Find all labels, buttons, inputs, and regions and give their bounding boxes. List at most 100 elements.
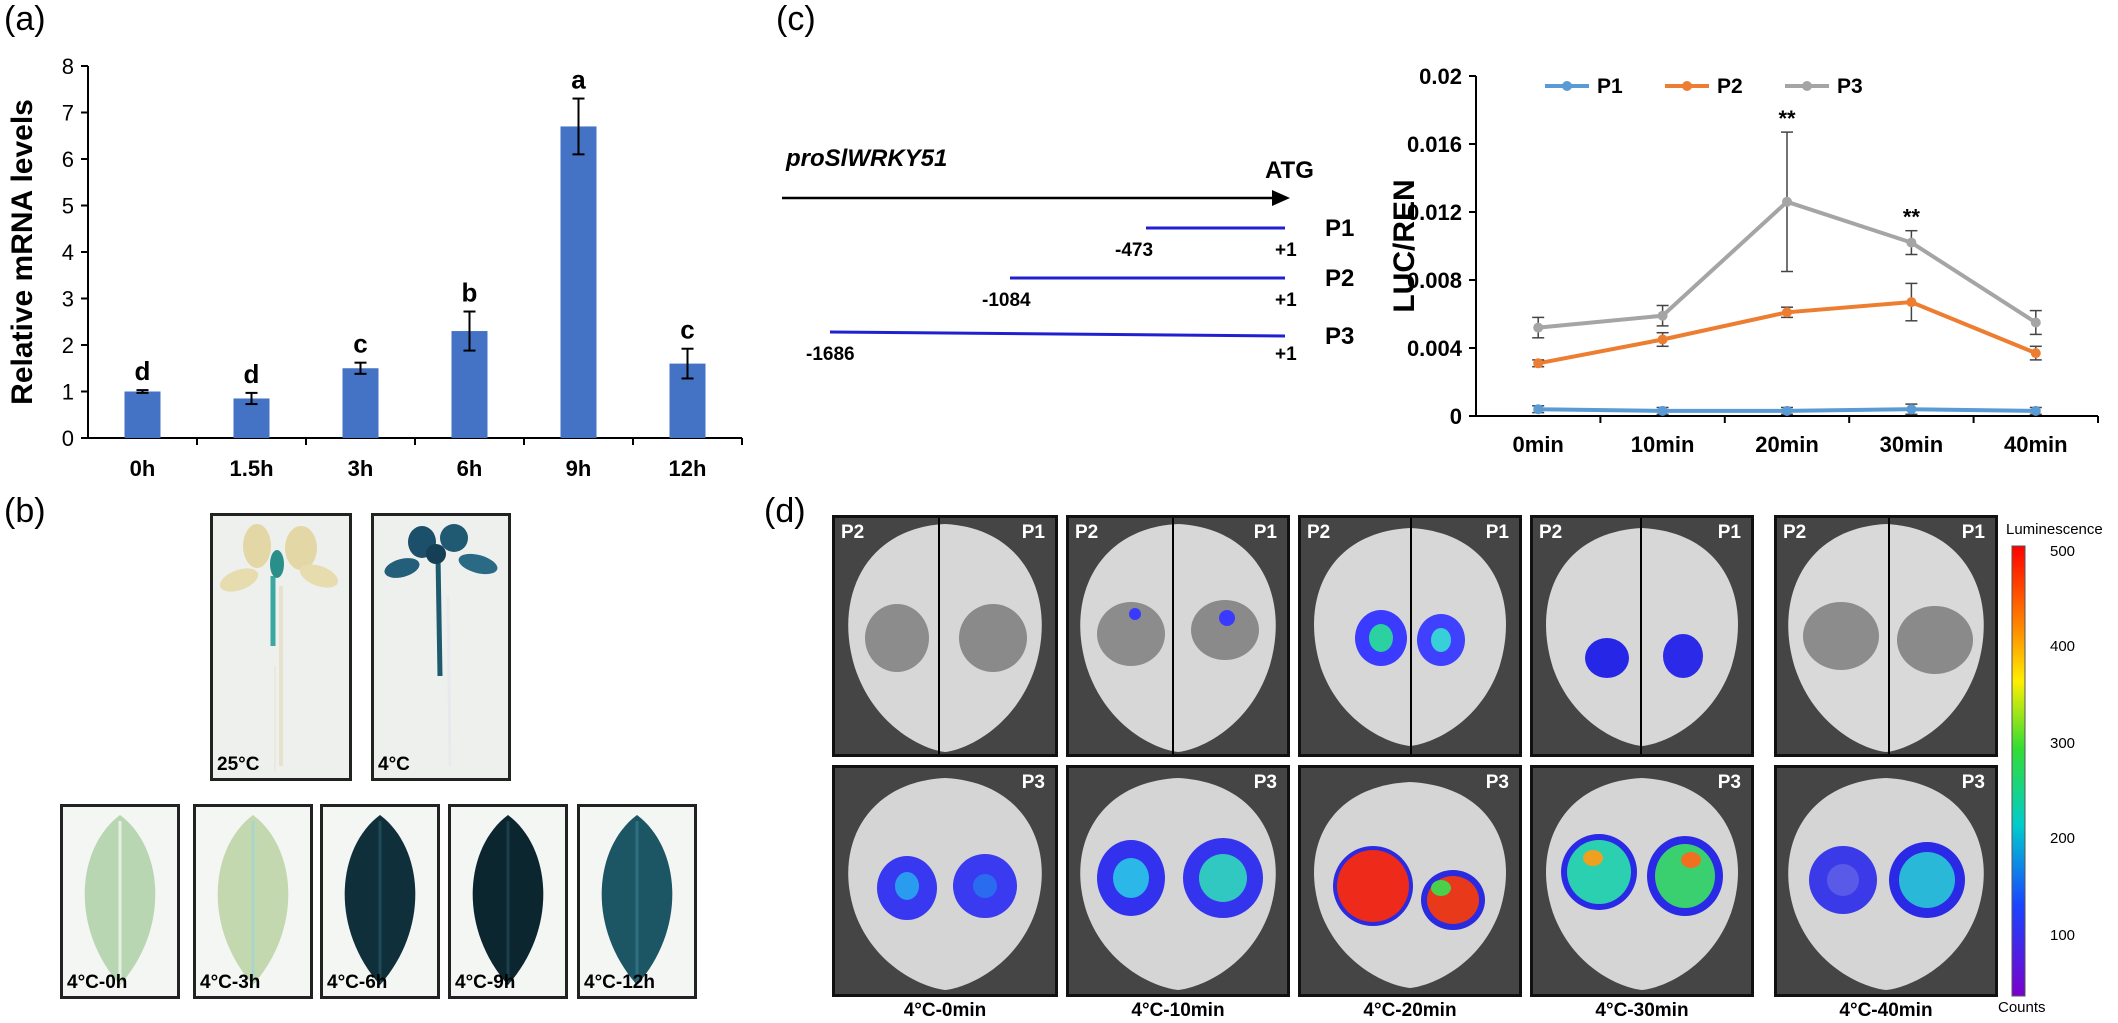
data-point xyxy=(1906,237,1917,248)
panel-label-d: (d) xyxy=(764,492,806,530)
lum-top-40min: P2 P1 xyxy=(1774,515,1998,757)
lum-tag-p1: P1 xyxy=(1961,522,1985,543)
leaf-photo-12h: 4°C-12h xyxy=(577,804,697,999)
significance-letter: a xyxy=(571,65,586,95)
leaf-icon xyxy=(84,815,156,985)
x-tick-label: 40min xyxy=(2004,432,2068,457)
data-point xyxy=(1657,405,1668,416)
construct-p3-line xyxy=(829,330,1286,338)
lum-tag-p3: P3 xyxy=(1021,772,1045,793)
y-tick-label: 0.02 xyxy=(1419,64,1462,89)
colorbar-tick-100: 100 xyxy=(2050,927,2075,944)
construct-p3-label: P3 xyxy=(1325,323,1354,350)
lum-tag-p3: P3 xyxy=(1485,772,1509,793)
lum-tag-p2: P2 xyxy=(1075,522,1099,543)
colorbar-title: Luminescence xyxy=(2006,521,2103,538)
promoter-diagram: proSlWRKY51 ATG -473 +1 P1 -1084 +1 P2 -… xyxy=(782,145,1354,365)
data-point xyxy=(1533,404,1544,415)
leaf-icon xyxy=(1314,518,1506,754)
construct-p3-end: +1 xyxy=(1275,344,1297,365)
bar xyxy=(560,126,597,438)
lum-tag-p1: P1 xyxy=(1253,522,1277,543)
lum-tag-p1: P1 xyxy=(1485,522,1509,543)
significance-marker: ** xyxy=(1778,106,1796,131)
x-tick-label: 9h xyxy=(566,456,592,480)
y-tick-label: 0 xyxy=(62,426,74,451)
significance-letter: d xyxy=(135,356,151,386)
lum-tag-p2: P2 xyxy=(1783,522,1807,543)
leaf-icon xyxy=(217,815,289,985)
legend-marker xyxy=(1802,81,1812,91)
x-tick-label: 20min xyxy=(1755,432,1819,457)
x-tick-label: 30min xyxy=(1880,432,1944,457)
bar xyxy=(233,398,270,438)
data-point xyxy=(1906,404,1917,415)
legend-marker xyxy=(1562,81,1572,91)
y-tick-label: 2 xyxy=(62,333,74,358)
data-point xyxy=(1906,297,1917,308)
lum-tag-p3: P3 xyxy=(1961,772,1985,793)
lum-bottom-10min: P3 xyxy=(1066,765,1290,997)
lum-tag-p2: P2 xyxy=(1539,522,1563,543)
construct-p1-label: P1 xyxy=(1325,215,1354,242)
data-point xyxy=(1782,196,1792,207)
colorbar-tick-400: 400 xyxy=(2050,638,2075,655)
legend-label: P1 xyxy=(1597,75,1623,98)
leaf-icon xyxy=(601,815,673,985)
lum-caption-10min: 4°C-10min xyxy=(1131,1000,1225,1021)
seedling-caption-25c: 25°C xyxy=(217,754,260,775)
promoter-arrowhead xyxy=(1272,190,1290,206)
y-axis-label: LUC/REN xyxy=(1388,179,1421,312)
bar-chart: 0 1 2 3 4 5 6 7 8 0h d 1.5h d 3h c 6h b 9h a 12h c Relative m… xyxy=(6,54,743,480)
promoter-name: proSlWRKY51 xyxy=(785,145,947,172)
x-tick-label: 10min xyxy=(1631,432,1695,457)
leaf-caption-6h: 4°C-6h xyxy=(327,972,388,993)
lum-caption-0min: 4°C-0min xyxy=(903,1000,987,1021)
seedling-photo-25c: 25°C xyxy=(210,513,352,781)
panel-label-c: (c) xyxy=(776,0,816,38)
lum-tag-p3: P3 xyxy=(1717,772,1741,793)
leaf-icon xyxy=(344,815,416,985)
data-point xyxy=(2030,348,2041,359)
seedling-icon xyxy=(219,524,339,771)
colorbar-tick-200: 200 xyxy=(2050,830,2075,847)
lum-bottom-0min: P3 xyxy=(832,765,1058,997)
lum-bottom-30min: P3 xyxy=(1530,765,1754,997)
construct-p2-label: P2 xyxy=(1325,265,1354,292)
significance-letter: c xyxy=(680,315,694,345)
data-point xyxy=(1782,307,1792,318)
construct-p2-start: -1084 xyxy=(982,290,1031,311)
leaf-icon xyxy=(848,778,1042,990)
lum-bottom-40min: P3 xyxy=(1774,765,1998,997)
leaf-icon xyxy=(1080,518,1276,754)
leaf-icon xyxy=(848,518,1042,754)
data-point xyxy=(1782,405,1792,416)
data-point xyxy=(2030,405,2041,416)
construct-p1-start: -473 xyxy=(1115,240,1153,261)
x-tick-label: 1.5h xyxy=(229,456,273,480)
colorbar-tick-300: 300 xyxy=(2050,735,2075,752)
leaf-photo-0h: 4°C-0h xyxy=(60,804,180,999)
lum-tag-p1: P1 xyxy=(1717,522,1741,543)
lum-tag-p3: P3 xyxy=(1253,772,1277,793)
legend-label: P3 xyxy=(1837,75,1863,98)
leaf-photo-9h: 4°C-9h xyxy=(448,804,568,999)
data-point xyxy=(1657,310,1668,321)
colorbar-gradient xyxy=(2011,545,2026,997)
panel-label-a: (a) xyxy=(4,0,46,38)
legend-label: P2 xyxy=(1717,75,1743,98)
data-point xyxy=(1657,334,1668,345)
legend-marker xyxy=(1682,81,1692,91)
seedling-photo-4c: 4°C xyxy=(371,513,511,781)
significance-marker: ** xyxy=(1903,205,1921,230)
lum-caption-20min: 4°C-20min xyxy=(1363,1000,1457,1021)
atg-label: ATG xyxy=(1265,157,1314,184)
x-tick-label: 6h xyxy=(457,456,483,480)
data-point xyxy=(2030,317,2041,328)
lum-top-0min: P2 P1 xyxy=(832,515,1058,757)
lum-tag-p2: P2 xyxy=(1307,522,1331,543)
leaf-icon xyxy=(472,815,544,985)
leaf-caption-12h: 4°C-12h xyxy=(584,972,655,993)
bar xyxy=(124,391,161,438)
x-tick-label: 0min xyxy=(1513,432,1564,457)
